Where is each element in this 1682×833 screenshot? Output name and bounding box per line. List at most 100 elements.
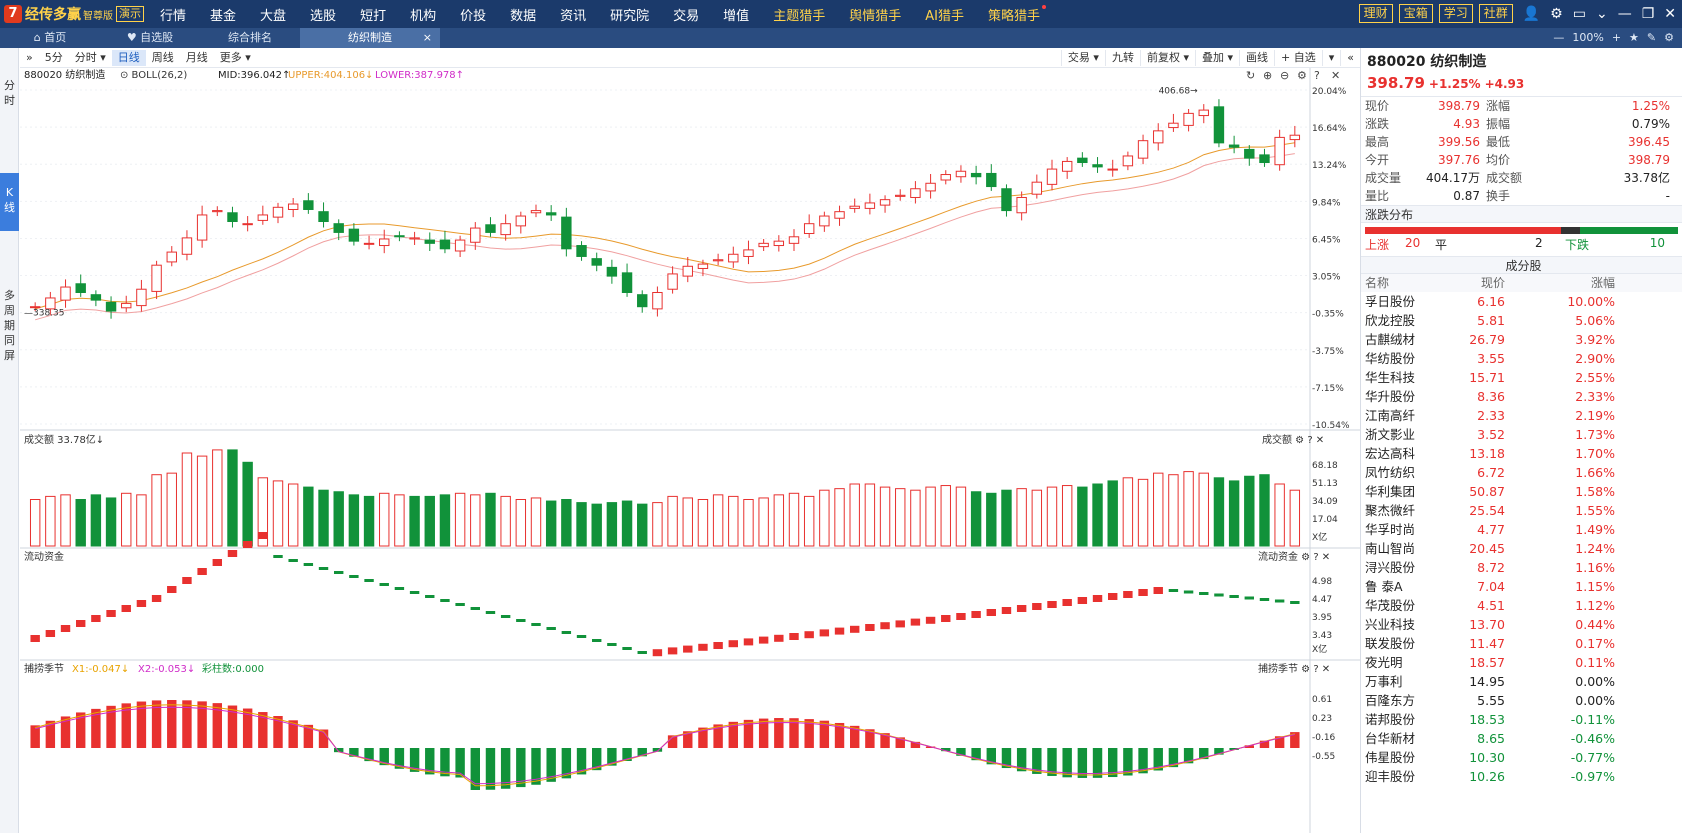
table-row[interactable]: 台华新材 8.65 -0.46% bbox=[1365, 731, 1615, 746]
toolbar-btn-4[interactable]: 周线 bbox=[151, 50, 174, 64]
plus-icon[interactable]: + bbox=[1611, 31, 1622, 44]
table-row[interactable]: 夜光明 18.57 0.11% bbox=[1365, 655, 1615, 670]
table-row[interactable]: 迎丰股份 10.26 -0.97% bbox=[1365, 769, 1615, 784]
table-row[interactable]: 华生科技 15.71 2.55% bbox=[1365, 370, 1615, 385]
nav-item-11[interactable]: 增值 bbox=[723, 8, 750, 24]
table-row[interactable]: 万事利 14.95 0.00% bbox=[1365, 674, 1615, 689]
season-bar-mark bbox=[1274, 736, 1285, 748]
season-bar-mark bbox=[106, 705, 116, 748]
pencil-icon[interactable]: ✎ bbox=[1646, 31, 1657, 44]
toolbar-right-btn-6[interactable]: ▾ bbox=[1321, 49, 1341, 66]
nav-item-0[interactable]: 行情 bbox=[160, 8, 187, 24]
kline-chart[interactable]: 880020 纺织制造 ⊙ BOLL(26,2) MID:396.042↑UPPER… bbox=[20, 68, 1360, 833]
table-row[interactable]: 南山智尚 20.45 1.24% bbox=[1365, 541, 1615, 556]
star-icon[interactable]: ★ bbox=[1629, 31, 1639, 44]
candle bbox=[1031, 181, 1043, 195]
nav-item-13[interactable]: 舆情猎手 bbox=[849, 8, 902, 24]
volume-bar bbox=[1001, 489, 1012, 547]
tab-active[interactable]: 纺织制造 × bbox=[300, 28, 440, 48]
top-button-1[interactable]: 宝箱 bbox=[1398, 4, 1433, 23]
toolbar-btn-3[interactable]: 日线 bbox=[111, 49, 146, 66]
table-row[interactable]: 聚杰微纤 25.54 1.55% bbox=[1365, 503, 1615, 518]
table-row[interactable]: 宏达高科 13.18 1.70% bbox=[1365, 446, 1615, 461]
table-row[interactable]: 孚日股份 6.16 10.00% bbox=[1365, 294, 1615, 309]
table-row[interactable]: 古麒绒材 26.79 3.92% bbox=[1365, 332, 1615, 347]
table-row[interactable]: 华纺股份 3.55 2.90% bbox=[1365, 351, 1615, 366]
close-icon[interactable]: ✕ bbox=[1664, 5, 1676, 22]
top-button-3[interactable]: 社群 bbox=[1478, 4, 1513, 23]
toolbar-right-btn-1[interactable]: 九转 bbox=[1104, 49, 1140, 66]
toolbar-btn-6[interactable]: 更多 ▾ bbox=[219, 50, 251, 64]
toolbar-btn-5[interactable]: 月线 bbox=[185, 50, 208, 64]
candle bbox=[303, 200, 314, 210]
table-row[interactable]: 鲁 泰A 7.04 1.15% bbox=[1365, 579, 1615, 594]
tab-ranking[interactable]: 综合排名 bbox=[228, 31, 272, 44]
table-row[interactable]: 浙文影业 3.52 1.73% bbox=[1365, 427, 1615, 442]
toolbar-btn-0[interactable]: » bbox=[26, 50, 33, 64]
table-row[interactable]: 兴业科技 13.70 0.44% bbox=[1365, 617, 1615, 632]
tab-home[interactable]: ⌂ 首页 bbox=[33, 31, 67, 44]
tab-favorites[interactable]: ♥ 自选股 bbox=[126, 31, 174, 44]
view-intraday[interactable]: 分时 bbox=[4, 79, 15, 107]
nav-item-3[interactable]: 选股 bbox=[310, 8, 337, 24]
toolbar-right-btn-0[interactable]: 交易 ▾ bbox=[1060, 49, 1105, 66]
table-row[interactable]: 欣龙控股 5.81 5.06% bbox=[1365, 313, 1615, 328]
top-button-2[interactable]: 学习 bbox=[1438, 4, 1473, 23]
candle bbox=[955, 170, 967, 178]
toolbar-btn-1[interactable]: 5分 bbox=[44, 50, 63, 64]
flow-mark bbox=[637, 651, 647, 654]
toolbar-btn-2[interactable]: 分时 ▾ bbox=[74, 50, 106, 64]
table-row[interactable]: 诺邦股份 18.53 -0.11% bbox=[1365, 712, 1615, 727]
season-tick: 0.61 bbox=[1312, 695, 1332, 705]
volume-bar bbox=[439, 494, 451, 547]
table-row[interactable]: 伟星股份 10.30 -0.77% bbox=[1365, 750, 1615, 765]
nav-item-1[interactable]: 基金 bbox=[210, 8, 237, 24]
minus-icon[interactable]: — bbox=[1553, 31, 1565, 44]
nav-item-10[interactable]: 交易 bbox=[673, 8, 700, 24]
view-multi-period[interactable]: 多周期同屏 bbox=[4, 289, 15, 362]
nav-item-4[interactable]: 短打 bbox=[360, 8, 387, 24]
gear-icon[interactable]: ⚙ bbox=[1550, 5, 1563, 22]
chevron-down-icon[interactable]: ⌄ bbox=[1595, 5, 1608, 22]
nav-item-12[interactable]: 主题猎手 bbox=[773, 8, 826, 24]
flow-mark bbox=[273, 555, 283, 558]
table-row[interactable]: 江南高纤 2.33 2.19% bbox=[1365, 408, 1615, 423]
toolbar-right-btn-3[interactable]: 叠加 ▾ bbox=[1194, 49, 1239, 66]
toolbar-right-btn-7[interactable]: « bbox=[1340, 49, 1360, 66]
restore-icon[interactable]: ❐ bbox=[1641, 5, 1655, 22]
candle bbox=[196, 214, 208, 241]
flow-mark bbox=[576, 635, 587, 638]
high-label: 406.68→ bbox=[1159, 87, 1198, 97]
demo-badge[interactable]: 演示 bbox=[116, 6, 144, 22]
toolbar-right-btn-5[interactable]: + 自选 bbox=[1274, 49, 1322, 66]
settings-icon[interactable]: ⚙ bbox=[1664, 31, 1674, 44]
nav-item-9[interactable]: 研究院 bbox=[610, 8, 650, 24]
nav-item-5[interactable]: 机构 bbox=[410, 8, 437, 24]
user-icon[interactable]: 👤 bbox=[1522, 5, 1541, 22]
table-row[interactable]: 华升股份 8.36 2.33% bbox=[1365, 389, 1615, 404]
table-row[interactable]: 华利集团 50.87 1.58% bbox=[1365, 484, 1615, 499]
app-logo[interactable]: 7 经传多赢 智尊版 演示 bbox=[0, 4, 148, 24]
nav-item-14[interactable]: AI猎手 bbox=[925, 8, 964, 24]
vol-unit: X亿 bbox=[1312, 531, 1327, 543]
nav-item-2[interactable]: 大盘 bbox=[260, 8, 287, 24]
minimize-icon[interactable]: — bbox=[1617, 5, 1632, 22]
candle bbox=[712, 259, 724, 262]
close-icon[interactable]: × bbox=[422, 31, 432, 44]
toolbar-right-btn-2[interactable]: 前复权 ▾ bbox=[1139, 49, 1195, 66]
nav-item-7[interactable]: 数据 bbox=[510, 8, 537, 24]
y-tick: 9.84% bbox=[1312, 198, 1341, 208]
nav-item-8[interactable]: 资讯 bbox=[560, 8, 587, 24]
toolbar-right-btn-4[interactable]: 画线 bbox=[1239, 49, 1274, 66]
window-icon[interactable]: ▭ bbox=[1572, 5, 1586, 22]
table-row[interactable]: 凤竹纺织 6.72 1.66% bbox=[1365, 465, 1615, 480]
table-row[interactable]: 联发股份 11.47 0.17% bbox=[1365, 636, 1615, 651]
nav-item-15[interactable]: 策略猎手 bbox=[976, 4, 1052, 24]
table-row[interactable]: 浔兴股份 8.72 1.16% bbox=[1365, 560, 1615, 575]
table-row[interactable]: 百隆东方 5.55 0.00% bbox=[1365, 693, 1615, 708]
nav-item-6[interactable]: 价投 bbox=[460, 8, 487, 24]
table-row[interactable]: 华茂股份 4.51 1.12% bbox=[1365, 598, 1615, 613]
top-button-0[interactable]: 理财 bbox=[1358, 4, 1393, 23]
table-row[interactable]: 华孚时尚 4.77 1.49% bbox=[1365, 522, 1615, 537]
